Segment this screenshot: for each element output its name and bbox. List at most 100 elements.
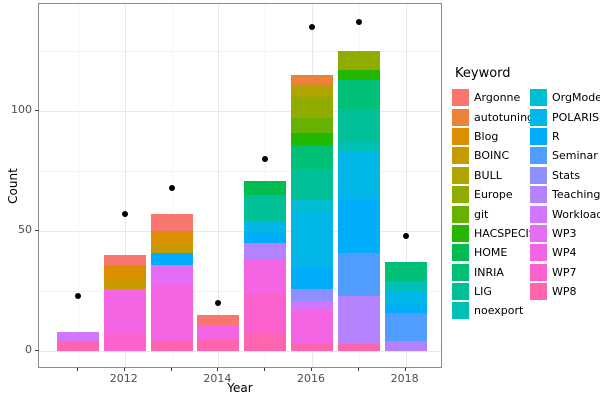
legend-label: WP8 [552, 285, 577, 299]
legend: Keyword Argonne autotuning Blog BOINC BULL Eu… [452, 66, 600, 321]
legend-label: Workload [552, 207, 600, 221]
x-tick [311, 368, 312, 371]
y-tick [35, 110, 38, 111]
legend-swatch [452, 147, 469, 165]
bar-segment-Blog [150, 231, 193, 243]
bar-segment-WP4 [150, 283, 193, 342]
legend-item-LIG: LIG [452, 282, 530, 301]
legend-swatch [530, 205, 547, 223]
legend-swatch [452, 302, 469, 320]
bar-segment-Teaching [384, 341, 427, 351]
bar-segment-LIG [244, 195, 287, 222]
y-tick [35, 350, 38, 351]
bar-segment-BOINC [150, 243, 193, 253]
legend-item-WP4: WP4 [530, 243, 600, 262]
bar-segment-WP7 [244, 293, 287, 335]
legend-label: Stats [552, 168, 581, 182]
legend-item-Workload: Workload [530, 204, 600, 223]
legend-item-Teaching: Teaching [530, 185, 600, 204]
bar-segment-WP8 [57, 341, 99, 351]
legend-item-HOME: HOME [452, 243, 530, 262]
major-gridline [218, 4, 220, 367]
legend-label: Blog [474, 129, 499, 143]
bar-segment-WP8 [244, 334, 287, 351]
bar-segment-R [150, 252, 193, 265]
chart-panel [38, 3, 442, 368]
legend-swatch [530, 244, 547, 262]
bar-segment-WP8 [337, 343, 380, 351]
legend-item-BULL: BULL [452, 166, 530, 185]
x-tick-label: 2014 [203, 372, 232, 385]
bar-segment-git [291, 118, 333, 133]
legend-label: WP7 [552, 265, 577, 279]
data-point [75, 292, 81, 299]
legend-label: Seminar [552, 149, 598, 163]
bar-segment-noexport [384, 281, 427, 291]
bar-segment-Seminar [384, 312, 427, 342]
legend-swatch [530, 89, 547, 107]
bar-segment-Blog [103, 264, 146, 279]
bar-segment-LIG [337, 108, 380, 143]
legend-swatch [530, 166, 547, 184]
legend-swatch [530, 108, 547, 126]
legend-item-HACSPECIS: HACSPECIS [452, 224, 536, 243]
legend-item-Argonne: Argonne [452, 88, 530, 107]
bar-segment-HACSPECIS [291, 132, 333, 145]
bar-segment-WP4 [244, 259, 287, 294]
legend-label: R [552, 129, 560, 143]
legend-label: LIG [474, 285, 492, 299]
legend-label: WP4 [552, 246, 577, 260]
legend-items: Argonne autotuning Blog BOINC BULL Europe git H… [452, 88, 600, 321]
legend-swatch [530, 147, 547, 165]
legend-swatch [452, 89, 469, 107]
legend-label: noexport [474, 304, 524, 318]
x-tick-label: 2016 [297, 372, 325, 385]
legend-label: git [474, 207, 489, 221]
bar-segment-BOINC [103, 279, 146, 289]
x-tick-label: 2018 [390, 372, 419, 385]
data-point [121, 211, 128, 218]
bar-segment-Seminar [337, 252, 380, 296]
legend-swatch [452, 263, 469, 281]
data-point [309, 24, 315, 30]
major-gridline [124, 4, 126, 367]
legend-item-BOINC: BOINC [452, 146, 530, 165]
bar-segment-R [244, 233, 287, 243]
bar-segment-HOME [244, 180, 287, 195]
legend-item-WP8: WP8 [530, 282, 600, 301]
data-point [215, 300, 222, 306]
bar-segment-HACSPECIS [337, 70, 380, 80]
legend-label: HOME [474, 246, 508, 260]
bar-segment-Europe [291, 96, 333, 119]
y-tick [35, 230, 38, 231]
data-point [355, 19, 362, 26]
legend-swatch [452, 186, 469, 204]
legend-swatch [452, 224, 469, 242]
bar-segment-INRIA [337, 79, 380, 109]
major-gridline [39, 111, 441, 112]
legend-label: BULL [474, 168, 502, 182]
legend-swatch [530, 186, 547, 204]
bar-segment-BULL [291, 84, 333, 97]
legend-label: HACSPECIS [474, 226, 536, 240]
legend-swatch [530, 263, 547, 281]
legend-item-Seminar: Seminar [530, 146, 600, 165]
x-tick [123, 368, 125, 371]
y-tick-label: 100 [11, 103, 32, 116]
bar-segment-Argonne [150, 214, 193, 231]
bar-segment-POLARIS [384, 291, 427, 306]
x-tick [77, 368, 78, 371]
x-tick [357, 368, 359, 371]
bar-segment-INRIA [384, 262, 427, 282]
data-point [262, 156, 269, 162]
legend-swatch [452, 244, 469, 262]
legend-item-Europe: Europe [452, 185, 530, 204]
bar-segment-WP8 [291, 343, 333, 351]
legend-label: INRIA [474, 265, 504, 279]
legend-label: OrgMode [552, 91, 600, 105]
bar-segment-INRIA [291, 144, 333, 169]
minor-gridline [39, 51, 441, 52]
bar-segment-WP4 [103, 288, 146, 335]
legend-item-OrgMode: OrgMode [530, 88, 600, 107]
minor-gridline [39, 291, 441, 292]
